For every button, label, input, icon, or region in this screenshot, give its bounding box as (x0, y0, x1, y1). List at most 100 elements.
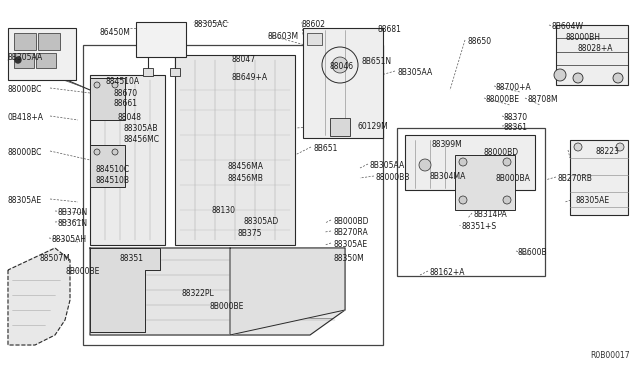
Polygon shape (230, 248, 345, 335)
Text: 88708M: 88708M (527, 95, 557, 104)
Bar (90, 75, 165, 245)
Text: 88305AE: 88305AE (576, 196, 610, 205)
Text: 8B305AA: 8B305AA (397, 68, 432, 77)
Bar (136, 22, 186, 57)
Text: 8B600B: 8B600B (518, 248, 548, 257)
Bar (8, 28, 76, 80)
Bar (143, 68, 153, 76)
Circle shape (419, 159, 431, 171)
Bar (90, 78, 125, 120)
Polygon shape (90, 248, 160, 332)
Polygon shape (8, 248, 70, 345)
Text: 8B000BA: 8B000BA (495, 174, 530, 183)
Text: 88305AH: 88305AH (51, 235, 86, 244)
Text: 8B375: 8B375 (238, 229, 262, 238)
Text: 88399M: 88399M (431, 140, 461, 149)
Circle shape (573, 73, 583, 83)
Text: 88000BC: 88000BC (8, 85, 42, 94)
Text: 88000BH: 88000BH (566, 33, 601, 42)
Text: 8B305AA: 8B305AA (370, 161, 405, 170)
Text: 8B305AA: 8B305AA (8, 53, 44, 62)
Bar (570, 140, 628, 215)
Bar (36, 53, 56, 68)
Text: 86450M: 86450M (100, 28, 131, 37)
Circle shape (503, 196, 511, 204)
Text: 884510A: 884510A (105, 77, 139, 86)
Bar (307, 33, 322, 45)
Circle shape (459, 196, 467, 204)
Text: 8B651N: 8B651N (362, 57, 392, 66)
Text: 8B649+A: 8B649+A (231, 73, 267, 82)
Bar (330, 118, 350, 136)
Text: 88602: 88602 (302, 20, 326, 29)
Circle shape (94, 149, 100, 155)
Circle shape (332, 57, 348, 73)
Text: 88223: 88223 (595, 147, 619, 156)
Bar (14, 53, 34, 68)
Text: 8B603M: 8B603M (268, 32, 299, 41)
Bar (170, 68, 180, 76)
Text: 88305AD: 88305AD (244, 217, 279, 226)
Text: 88681: 88681 (378, 25, 402, 34)
Bar (397, 128, 545, 276)
Circle shape (503, 158, 511, 166)
Circle shape (459, 158, 467, 166)
Circle shape (94, 82, 100, 88)
Bar (455, 155, 515, 210)
Text: 88351+S: 88351+S (461, 222, 496, 231)
Text: 88456MC: 88456MC (124, 135, 160, 144)
Text: 88661: 88661 (113, 99, 137, 108)
Circle shape (616, 143, 624, 151)
Bar (38, 33, 60, 50)
Bar (83, 45, 383, 345)
Bar (303, 28, 383, 138)
Circle shape (574, 143, 582, 151)
Polygon shape (90, 248, 345, 335)
Bar (556, 25, 628, 85)
Text: 88000BE: 88000BE (485, 95, 519, 104)
Text: 88361: 88361 (504, 123, 528, 132)
Text: 884510B: 884510B (96, 176, 130, 185)
Text: R0B00017: R0B00017 (590, 351, 630, 360)
Circle shape (112, 82, 118, 88)
Text: 88162+A: 88162+A (430, 268, 465, 277)
Circle shape (613, 73, 623, 83)
Text: 8B304MA: 8B304MA (430, 172, 467, 181)
Text: 88305AC: 88305AC (193, 20, 227, 29)
Text: 8B651: 8B651 (313, 144, 337, 153)
Text: 8B361N: 8B361N (57, 219, 87, 228)
Bar (14, 33, 36, 50)
Text: 88351: 88351 (119, 254, 143, 263)
Text: 8B314PA: 8B314PA (474, 210, 508, 219)
Text: 88000BD: 88000BD (483, 148, 518, 157)
Text: 88456MA: 88456MA (228, 162, 264, 171)
Text: 88305AE: 88305AE (333, 240, 367, 249)
Text: 88000BC: 88000BC (8, 148, 42, 157)
Text: 60129M: 60129M (357, 122, 388, 131)
Text: 88650: 88650 (468, 37, 492, 46)
Text: 8B000BE: 8B000BE (210, 302, 244, 311)
Text: 8B000BE: 8B000BE (65, 267, 99, 276)
Text: 88322PL: 88322PL (181, 289, 214, 298)
Text: 88046: 88046 (330, 62, 354, 71)
Circle shape (15, 57, 21, 63)
Bar (405, 135, 535, 190)
Circle shape (554, 69, 566, 81)
Circle shape (112, 149, 118, 155)
Text: 88000BB: 88000BB (376, 173, 410, 182)
Text: 88370: 88370 (504, 113, 528, 122)
Text: 88670: 88670 (113, 89, 137, 98)
Text: 8B604W: 8B604W (551, 22, 583, 31)
Text: 8B000BD: 8B000BD (333, 217, 369, 226)
Text: 88028+A: 88028+A (578, 44, 614, 53)
Text: 88048: 88048 (118, 113, 142, 122)
Bar (90, 145, 125, 187)
Text: 8B270RB: 8B270RB (558, 174, 593, 183)
Text: 88456MB: 88456MB (228, 174, 264, 183)
Bar (175, 55, 295, 245)
Text: 88130: 88130 (212, 206, 236, 215)
Text: 88305AE: 88305AE (8, 196, 42, 205)
Text: 88305AB: 88305AB (124, 124, 159, 133)
Text: 88047: 88047 (231, 55, 255, 64)
Text: 88507M: 88507M (40, 254, 71, 263)
